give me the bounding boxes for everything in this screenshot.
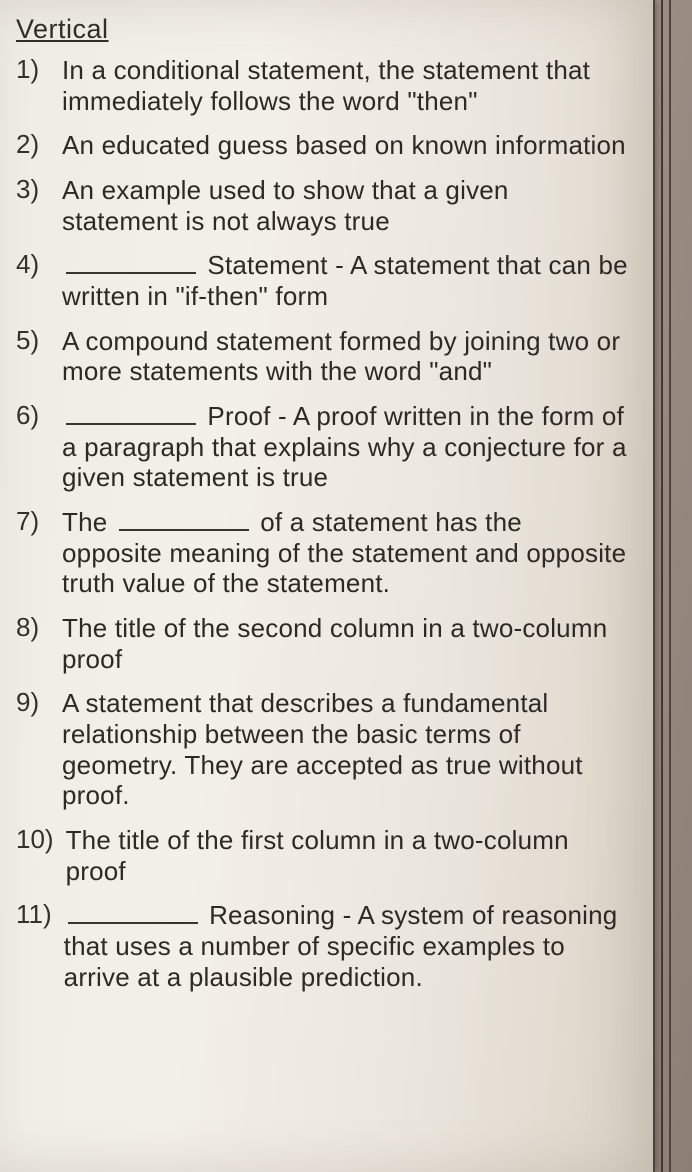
clue-text: An example used to show that a given sta… — [62, 175, 629, 236]
clue-item: 4) Statement - A statement that can be w… — [16, 250, 629, 311]
clue-text: Reasoning - A system of reasoning that u… — [64, 900, 629, 992]
worksheet-page: Vertical 1) In a conditional statement, t… — [0, 0, 655, 1172]
clue-text-post: In a conditional statement, the statemen… — [62, 55, 590, 116]
clue-list: 1) In a conditional statement, the statem… — [16, 55, 629, 992]
clue-item: 11) Reasoning - A system of reasoning th… — [16, 900, 629, 992]
clue-number: 4) — [16, 250, 50, 280]
clue-number: 11) — [16, 900, 52, 930]
clue-number: 2) — [16, 130, 50, 160]
clue-text: Statement - A statement that can be writ… — [62, 250, 629, 311]
clue-text-post: An example used to show that a given sta… — [62, 175, 509, 236]
clue-item: 10) The title of the first column in a tw… — [16, 825, 629, 886]
clue-number: 1) — [16, 55, 50, 85]
clue-text: An educated guess based on known informa… — [62, 130, 629, 161]
clue-item: 2) An educated guess based on known infor… — [16, 130, 629, 161]
clue-number: 5) — [16, 326, 50, 356]
clue-item: 6) Proof - A proof written in the form o… — [16, 401, 629, 493]
clue-number: 7) — [16, 507, 50, 537]
fill-in-blank — [66, 252, 196, 274]
section-heading: Vertical — [16, 14, 629, 45]
clue-item: 1) In a conditional statement, the statem… — [16, 55, 629, 116]
clue-number: 8) — [16, 613, 50, 643]
clue-item: 5) A compound statement formed by joining… — [16, 326, 629, 387]
clue-text-post: A statement that describes a fundamental… — [62, 688, 583, 810]
page-edge-line — [669, 0, 671, 1172]
clue-number: 10) — [16, 825, 54, 855]
clue-text: The of a statement has the opposite mean… — [62, 507, 629, 599]
clue-item: 8) The title of the second column in a tw… — [16, 613, 629, 674]
clue-text-post: A compound statement formed by joining t… — [62, 326, 620, 387]
clue-text: The title of the second column in a two-… — [62, 613, 629, 674]
clue-item: 7) The of a statement has the opposite me… — [16, 507, 629, 599]
fill-in-blank — [68, 902, 198, 924]
clue-item: 9) A statement that describes a fundament… — [16, 688, 629, 811]
clue-text: Proof - A proof written in the form of a… — [62, 401, 629, 493]
fill-in-blank — [66, 403, 196, 425]
clue-text-post: The title of the second column in a two-… — [62, 613, 607, 674]
clue-number: 6) — [16, 401, 50, 431]
clue-text: The title of the first column in a two-c… — [66, 825, 629, 886]
clue-number: 9) — [16, 688, 50, 718]
clue-item: 3) An example used to show that a given s… — [16, 175, 629, 236]
clue-text: In a conditional statement, the statemen… — [62, 55, 629, 116]
clue-number: 3) — [16, 175, 50, 205]
clue-text: A compound statement formed by joining t… — [62, 326, 629, 387]
clue-text-pre: The — [62, 507, 115, 537]
fill-in-blank — [119, 509, 249, 531]
clue-text: A statement that describes a fundamental… — [62, 688, 629, 811]
page-edge-line — [661, 0, 663, 1172]
clue-text-post: The title of the first column in a two-c… — [66, 825, 569, 886]
photo-surface: Vertical 1) In a conditional statement, t… — [0, 0, 692, 1172]
clue-text-post: An educated guess based on known informa… — [62, 130, 626, 160]
